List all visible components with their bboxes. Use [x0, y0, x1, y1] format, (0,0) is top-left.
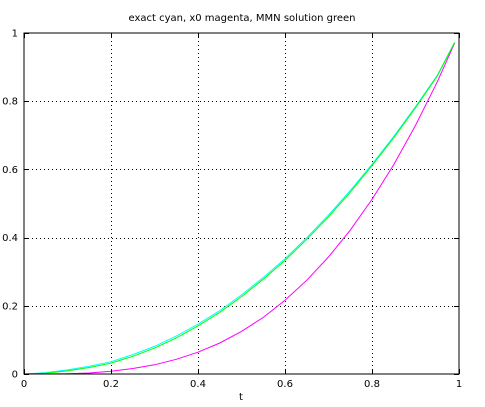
series-lines — [23, 42, 456, 375]
x-axis-label: t — [239, 392, 243, 403]
series-line-1 — [23, 42, 456, 375]
x-tick-label: 0.2 — [103, 379, 119, 390]
y-tick-label: 0.4 — [2, 233, 18, 244]
chart-title: exact cyan, x0 magenta, MMN solution gre… — [128, 13, 355, 24]
y-tick-label: 1 — [12, 29, 18, 40]
plot-frame — [23, 32, 460, 375]
y-tick-label: 0.8 — [2, 97, 18, 108]
x-tick-label: 0.4 — [190, 379, 206, 390]
x-tick-label: 1 — [456, 379, 462, 390]
series-line-3 — [23, 42, 456, 375]
x-tick-label: 0 — [21, 379, 27, 390]
y-tick-label: 0.2 — [2, 301, 18, 312]
x-tick-label: 0.6 — [277, 379, 293, 390]
series-line-2 — [24, 42, 456, 375]
grid — [24, 33, 459, 374]
y-tick-label: 0 — [12, 370, 18, 381]
x-tick-label: 0.8 — [364, 379, 380, 390]
axis-ticks: 0 0.2 0.4 0.6 0.8 1 0 0.2 0.4 0.6 0.8 1 — [2, 29, 462, 391]
y-tick-label: 0.6 — [2, 165, 18, 176]
